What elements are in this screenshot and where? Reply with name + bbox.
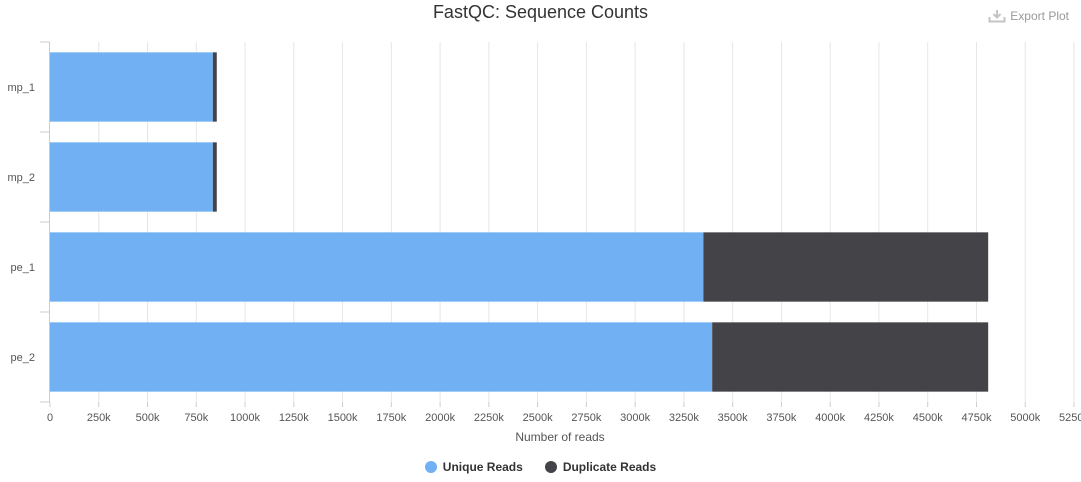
- y-category-label: mp_2: [7, 172, 35, 184]
- x-tick-label: 3000k: [620, 412, 650, 424]
- legend-item-duplicate-reads[interactable]: Duplicate Reads: [544, 460, 657, 474]
- x-tick-label: 4250k: [864, 412, 894, 424]
- x-tick-label: 4500k: [913, 412, 943, 424]
- duplicate-reads-bar[interactable]: [712, 322, 989, 392]
- legend: Unique Reads Duplicate Reads: [0, 460, 1081, 474]
- x-tick-label: 2750k: [571, 412, 601, 424]
- x-tick-label: 3750k: [766, 412, 796, 424]
- duplicate-reads-bar[interactable]: [212, 52, 217, 122]
- x-axis-title: Number of reads: [515, 430, 604, 444]
- x-tick-label: 3500k: [718, 412, 748, 424]
- x-tick-label: 2000k: [425, 412, 455, 424]
- bars: [50, 52, 989, 392]
- x-tick-label: 4000k: [815, 412, 845, 424]
- x-tick-label: 2250k: [474, 412, 504, 424]
- export-plot-button[interactable]: Export Plot: [988, 9, 1069, 23]
- legend-marker: [544, 461, 557, 473]
- unique-reads-bar[interactable]: [50, 322, 713, 392]
- y-category-label: pe_1: [11, 262, 35, 274]
- x-tick-label: 4750k: [961, 412, 991, 424]
- legend-label: Duplicate Reads: [562, 460, 657, 474]
- x-tick-label: 250k: [87, 412, 111, 424]
- x-tick-label: 5000k: [1010, 412, 1040, 424]
- axes: 0 250k 500k 750k 1000k 1250k 1500k 1750k 2000k 22…: [7, 41, 1081, 424]
- legend-marker: [424, 461, 437, 473]
- chart-title: FastQC: Sequence Counts: [432, 2, 649, 22]
- export-plot-label: Export Plot: [1010, 9, 1069, 23]
- unique-reads-bar[interactable]: [50, 52, 213, 122]
- duplicate-reads-bar[interactable]: [212, 142, 217, 212]
- x-tick-label: 1000k: [230, 412, 260, 424]
- download-icon: [988, 9, 1006, 23]
- legend-item-unique-reads[interactable]: Unique Reads: [424, 460, 523, 474]
- legend-label: Unique Reads: [442, 460, 523, 474]
- x-tick-label: 0: [47, 412, 53, 424]
- x-tick-label: 500k: [136, 412, 160, 424]
- x-tick-label: 3250k: [669, 412, 699, 424]
- unique-reads-bar[interactable]: [50, 142, 213, 212]
- x-tick-label: 2500k: [523, 412, 553, 424]
- duplicate-reads-bar[interactable]: [703, 232, 989, 302]
- y-category-label: mp_1: [7, 82, 35, 94]
- x-tick-label: 1250k: [279, 412, 309, 424]
- y-category-label: pe_2: [11, 352, 35, 364]
- x-tick-label: 1750k: [376, 412, 406, 424]
- x-tick-label: 5250k: [1059, 412, 1081, 424]
- unique-reads-bar[interactable]: [50, 232, 704, 302]
- x-tick-label: 1500k: [328, 412, 358, 424]
- x-tick-label: 750k: [184, 412, 208, 424]
